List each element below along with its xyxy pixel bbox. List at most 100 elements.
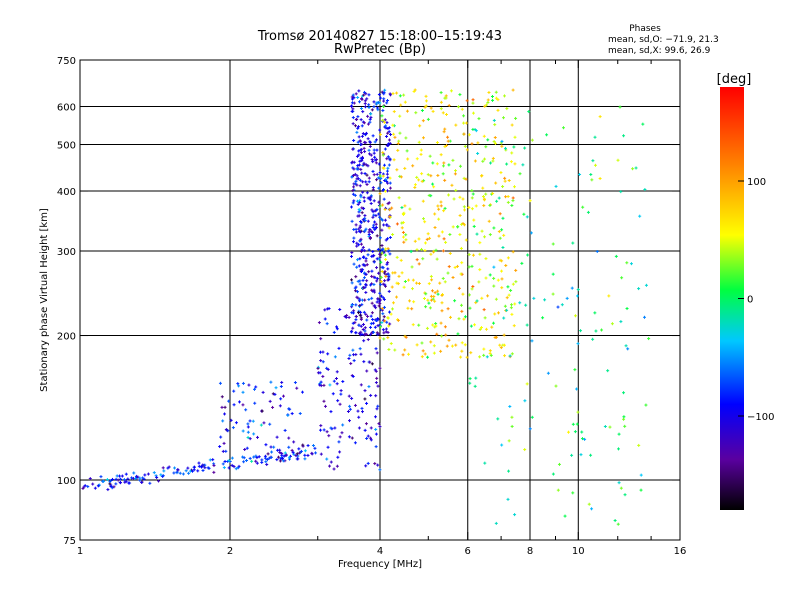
echo-point [503,176,507,180]
echo-point [387,324,391,328]
echo-point [122,478,126,482]
echo-point [378,252,382,256]
echo-point [370,274,374,278]
echo-point [392,132,396,136]
echo-point [354,275,358,279]
echo-point [254,454,258,458]
echo-point [446,307,450,311]
echo-point [424,305,428,309]
echo-point [227,466,231,470]
echo-point [478,268,482,272]
echo-point [355,265,359,269]
echo-point [369,153,373,157]
echo-point [246,430,250,434]
echo-point [427,193,431,197]
echo-point [373,209,377,213]
echo-point [378,171,382,175]
echo-point [332,330,336,334]
echo-point [358,159,362,163]
echo-point [376,247,380,251]
echo-point [386,176,390,180]
echo-point [351,189,355,193]
echo-point [496,278,500,282]
echo-point [325,430,329,434]
echo-point [253,401,257,405]
echo-point [385,134,389,138]
echo-point [369,438,373,442]
echo-point [105,478,109,482]
echo-point [378,291,382,295]
echo-point [246,436,250,440]
echo-point [644,403,648,407]
echo-point [391,301,395,305]
echo-point [319,384,323,388]
echo-point [172,471,176,475]
echo-point [361,278,365,282]
echo-point [571,241,575,245]
echo-point [622,417,626,421]
echo-point [381,282,385,286]
echo-point [354,182,358,186]
echo-point [579,329,583,333]
echo-point [136,475,140,479]
echo-point [374,226,378,230]
x-tick-label: 1 [77,546,83,557]
echo-point [415,175,419,179]
echo-point [267,456,271,460]
echo-point [492,140,496,144]
echo-point [154,474,158,478]
echo-point [408,207,412,211]
echo-point [623,424,627,428]
echo-point [385,157,389,161]
echo-point [381,203,385,207]
x-axis-label: Frequency [MHz] [338,559,422,570]
echo-point [420,355,424,359]
echo-point [463,343,467,347]
echo-point [448,315,452,319]
echo-point [390,307,394,311]
echo-point [641,122,645,126]
echo-point [254,385,258,389]
echo-point [359,268,363,272]
echo-point [637,443,641,447]
echo-point [381,153,385,157]
echo-point [525,382,529,386]
echo-point [488,351,492,355]
echo-point [166,466,170,470]
echo-point [625,261,629,265]
echo-point [375,208,379,212]
echo-point [388,158,392,162]
echo-point [242,456,246,460]
echo-point [353,286,357,290]
echo-point [351,201,355,205]
echo-point [326,367,330,371]
echo-point [378,366,382,370]
echo-point [296,457,300,461]
echo-point [578,172,582,176]
echo-point [421,217,425,221]
echo-point [375,178,379,182]
echo-point [400,226,404,230]
echo-point [429,274,433,278]
echo-point [435,257,439,261]
echo-point [375,351,379,355]
echo-point [528,427,532,431]
echo-point [417,140,421,144]
echo-point [99,475,103,479]
echo-point [384,274,388,278]
echo-point [370,296,374,300]
echo-point [357,426,361,430]
echo-point [543,298,547,302]
echo-point [424,292,428,296]
echo-point [619,486,623,490]
echo-point [581,205,585,209]
echo-point [329,426,333,430]
echo-point [365,191,369,195]
echo-point [498,343,502,347]
echo-point [483,461,487,465]
echo-point [287,445,291,449]
echo-point [377,332,381,336]
echo-point [351,116,355,120]
echo-point [573,368,577,372]
echo-point [443,145,447,149]
